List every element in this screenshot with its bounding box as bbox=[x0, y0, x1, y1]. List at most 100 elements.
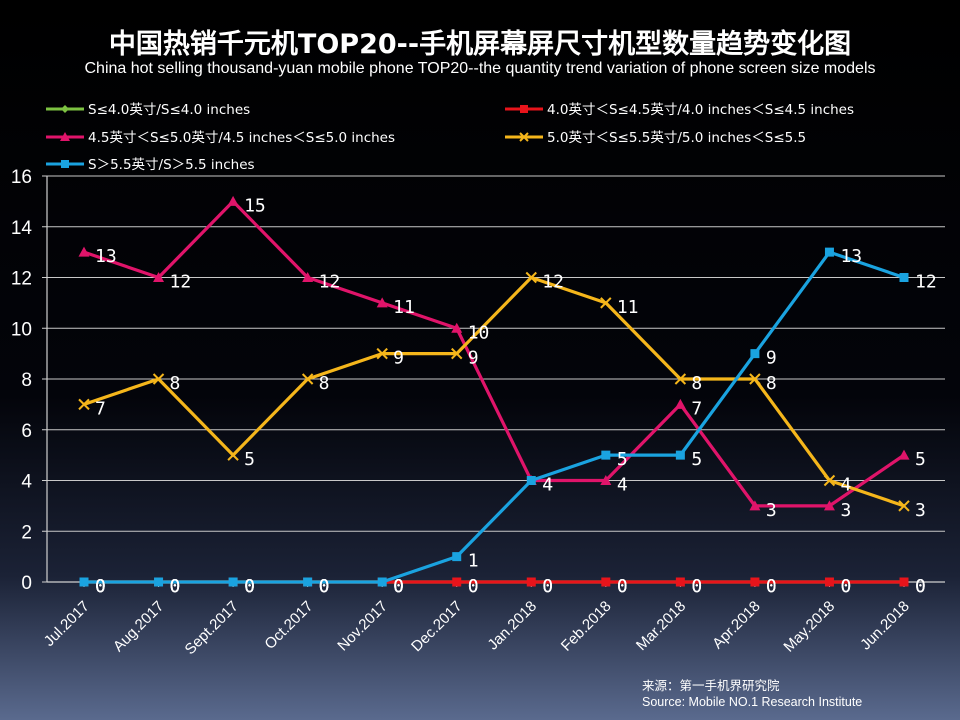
data-label: 9 bbox=[766, 348, 777, 369]
data-point bbox=[674, 373, 687, 385]
data-label: 0 bbox=[542, 576, 553, 597]
data-label: 3 bbox=[915, 500, 926, 521]
y-tick-label: 4 bbox=[21, 472, 32, 493]
y-tick-label: 6 bbox=[21, 421, 32, 442]
data-label: 0 bbox=[542, 576, 553, 597]
data-label: 0 bbox=[393, 576, 404, 597]
chart-title: 中国热销千元机TOP20--手机屏幕屏尺寸机型数量趋势变化图 bbox=[108, 29, 852, 60]
data-point bbox=[675, 450, 685, 460]
data-label: 13 bbox=[840, 246, 862, 267]
x-tick-label: Jul.2017 bbox=[41, 598, 93, 650]
series bbox=[79, 247, 909, 587]
data-labels: 13 12 15 12 11 10 4 4 7 3 3 5 bbox=[95, 195, 926, 521]
data-point bbox=[452, 577, 462, 587]
legend-entry: 4.0英寸＜S≤4.5英寸/4.0 inches＜S≤4.5 inches bbox=[505, 101, 854, 118]
data-point bbox=[824, 577, 834, 587]
data-point bbox=[899, 273, 909, 282]
data-point bbox=[749, 373, 761, 385]
data-label: 0 bbox=[319, 576, 330, 597]
data-label: 0 bbox=[95, 576, 106, 597]
x-tick-label: Apr.2018 bbox=[709, 598, 763, 652]
data-point bbox=[154, 577, 164, 587]
data-point bbox=[749, 500, 761, 511]
source-line-cn: 来源：第一手机界研究院 bbox=[642, 679, 780, 693]
x-tick-label: Mar.2018 bbox=[633, 598, 689, 654]
data-label: 0 bbox=[393, 576, 404, 597]
grid-lines bbox=[47, 175, 945, 532]
data-point bbox=[227, 195, 239, 206]
data-label: 8 bbox=[691, 373, 702, 394]
data-label: 3 bbox=[766, 500, 777, 521]
data-point bbox=[376, 297, 388, 308]
data-point bbox=[228, 577, 238, 587]
x-tick-label: Feb.2018 bbox=[558, 598, 615, 655]
legend-entry: 4.5英寸＜S≤5.0英寸/4.5 inches＜S≤5.0 inches bbox=[46, 129, 395, 146]
x-tick-label: Jun.2018 bbox=[857, 598, 913, 654]
series-line bbox=[84, 250, 905, 584]
y-axis: 0 2 4 6 8 10 12 14 16 bbox=[11, 167, 48, 594]
data-label: 12 bbox=[542, 272, 564, 293]
legend-entry: S≤4.0英寸/S≤4.0 inches bbox=[46, 101, 250, 118]
source-note: 来源：第一手机界研究院 Source: Mobile NO.1 Research… bbox=[642, 678, 862, 710]
data-point bbox=[526, 476, 536, 485]
data-label: 0 bbox=[691, 576, 702, 597]
data-label: 4 bbox=[542, 475, 553, 496]
y-tick-label: 14 bbox=[11, 218, 33, 239]
legend-marker bbox=[60, 132, 70, 141]
data-point bbox=[376, 347, 388, 360]
data-label: 12 bbox=[170, 272, 192, 293]
data-label: 0 bbox=[915, 576, 926, 597]
chart-subtitle: China hot selling thousand-yuan mobile p… bbox=[84, 60, 876, 77]
data-label: 0 bbox=[95, 576, 106, 597]
data-point bbox=[526, 577, 536, 587]
data-point bbox=[525, 271, 537, 284]
data-point bbox=[152, 373, 165, 385]
x-tick-label: Sept.2017 bbox=[182, 598, 242, 658]
data-label: 11 bbox=[393, 297, 415, 318]
y-tick-label: 10 bbox=[11, 319, 32, 340]
data-label: 9 bbox=[393, 348, 404, 369]
legend-label: 5.0英寸＜S≤5.5英寸/5.0 inches＜S≤5.5 bbox=[547, 129, 806, 146]
x-tick-label: May.2018 bbox=[780, 598, 838, 656]
series bbox=[78, 271, 910, 512]
data-point bbox=[303, 577, 313, 587]
legend-label: S＞5.5英寸/S＞5.5 inches bbox=[88, 156, 255, 173]
series bbox=[78, 195, 910, 511]
data-label: 0 bbox=[691, 576, 702, 597]
data-label: 0 bbox=[840, 576, 851, 597]
x-tick-label: Oct.2017 bbox=[261, 598, 316, 653]
data-label: 0 bbox=[244, 576, 255, 597]
data-label: 13 bbox=[95, 246, 117, 267]
data-label: 0 bbox=[170, 576, 181, 597]
data-label: 10 bbox=[468, 322, 490, 343]
data-point bbox=[898, 500, 910, 512]
data-label: 0 bbox=[840, 576, 851, 597]
series-line bbox=[83, 199, 905, 508]
data-point bbox=[750, 349, 760, 359]
data-point bbox=[600, 297, 612, 309]
legend-marker bbox=[61, 160, 69, 168]
data-point bbox=[451, 347, 463, 360]
data-point bbox=[823, 500, 835, 511]
data-label: 12 bbox=[915, 272, 937, 293]
data-label: 5 bbox=[244, 449, 255, 470]
data-label: 8 bbox=[319, 373, 330, 394]
y-tick-label: 2 bbox=[21, 522, 32, 543]
x-tick-label: Dec.2017 bbox=[408, 598, 465, 655]
legend-marker bbox=[519, 132, 529, 142]
source-line-en: Source: Mobile NO.1 Research Institute bbox=[642, 695, 863, 709]
x-tick-label: Aug.2017 bbox=[110, 598, 167, 655]
data-label: 0 bbox=[170, 576, 181, 597]
data-label: 0 bbox=[766, 576, 777, 597]
data-label: 1 bbox=[468, 551, 479, 572]
data-point bbox=[674, 398, 686, 409]
data-point bbox=[452, 552, 462, 562]
data-label: 0 bbox=[244, 576, 255, 597]
data-label: 0 bbox=[617, 576, 628, 597]
data-point bbox=[675, 577, 685, 587]
data-label: 0 bbox=[95, 576, 106, 597]
y-tick-label: 0 bbox=[21, 573, 32, 594]
data-point bbox=[750, 577, 760, 587]
data-labels: 7 8 5 8 9 9 12 11 8 8 4 3 bbox=[95, 272, 926, 521]
